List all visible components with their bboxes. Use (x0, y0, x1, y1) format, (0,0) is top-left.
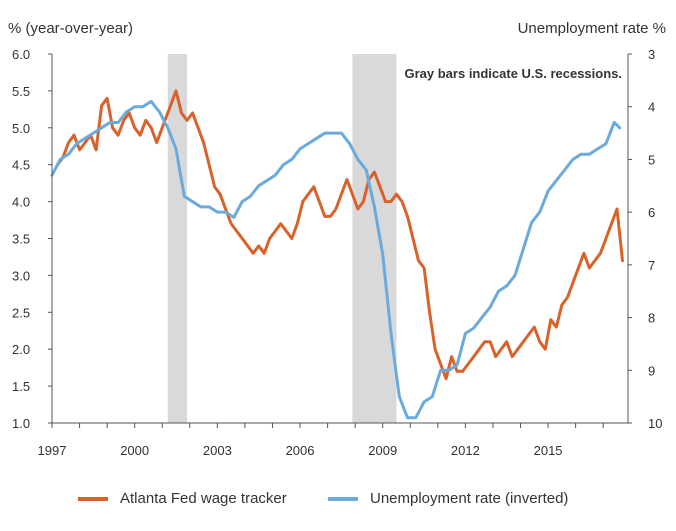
legend-swatch-unemployment (328, 496, 358, 501)
x-tick-label: 2003 (203, 443, 232, 458)
right-tick-label: 9 (648, 363, 655, 378)
unemployment-line (50, 99, 622, 420)
right-tick-label: 3 (648, 47, 655, 62)
left-tick-label: 3.5 (12, 232, 30, 247)
right-tick-label: 6 (648, 205, 655, 220)
right-tick-label: 5 (648, 152, 655, 167)
left-tick-label: 4.5 (12, 158, 30, 173)
x-tick-label: 2009 (368, 443, 397, 458)
x-tick-label: 2015 (534, 443, 563, 458)
recession-bar-2 (352, 54, 397, 423)
recession-annotation: Gray bars indicate U.S. recessions. (405, 66, 623, 81)
right-tick-label: 4 (648, 100, 655, 115)
left-tick-label: 1.5 (12, 379, 30, 394)
left-tick-label: 2.5 (12, 305, 30, 320)
legend: Atlanta Fed wage tracker Unemployment ra… (0, 490, 676, 514)
recession-bar-1 (167, 54, 188, 423)
legend-label-wage: Atlanta Fed wage tracker (120, 490, 287, 507)
right-tick-label: 8 (648, 311, 655, 326)
legend-swatch-wage (78, 496, 108, 501)
wage-tracker-line (56, 89, 624, 381)
left-tick-label: 4.0 (12, 195, 30, 210)
x-tick-label: 1997 (38, 443, 67, 458)
x-tick-label: 2006 (286, 443, 315, 458)
left-axis-label: % (year-over-year) (8, 20, 134, 37)
x-tick-label: 2000 (120, 443, 149, 458)
left-tick-label: 2.0 (12, 342, 30, 357)
legend-item-wage: Atlanta Fed wage tracker (78, 490, 287, 507)
right-axis-label: Unemployment rate % (517, 20, 666, 37)
x-tick-label: 2012 (451, 443, 480, 458)
left-tick-label: 3.0 (12, 268, 30, 283)
right-tick-label: 10 (648, 416, 662, 431)
recession-bars (167, 54, 397, 423)
axes: 1.0 1.5 2.0 2.5 3.0 3.5 4.0 4.5 5.0 5.5 6.0 3 4 5 6 7 8 9… (12, 47, 662, 458)
legend-label-unemployment: Unemployment rate (inverted) (370, 490, 569, 507)
series-lines (50, 89, 624, 420)
legend-item-unemployment: Unemployment rate (inverted) (328, 490, 568, 507)
left-tick-label: 5.0 (12, 121, 30, 136)
right-tick-label: 7 (648, 258, 655, 273)
left-tick-label: 1.0 (12, 416, 30, 431)
left-tick-label: 6.0 (12, 47, 30, 62)
left-tick-label: 5.5 (12, 84, 30, 99)
